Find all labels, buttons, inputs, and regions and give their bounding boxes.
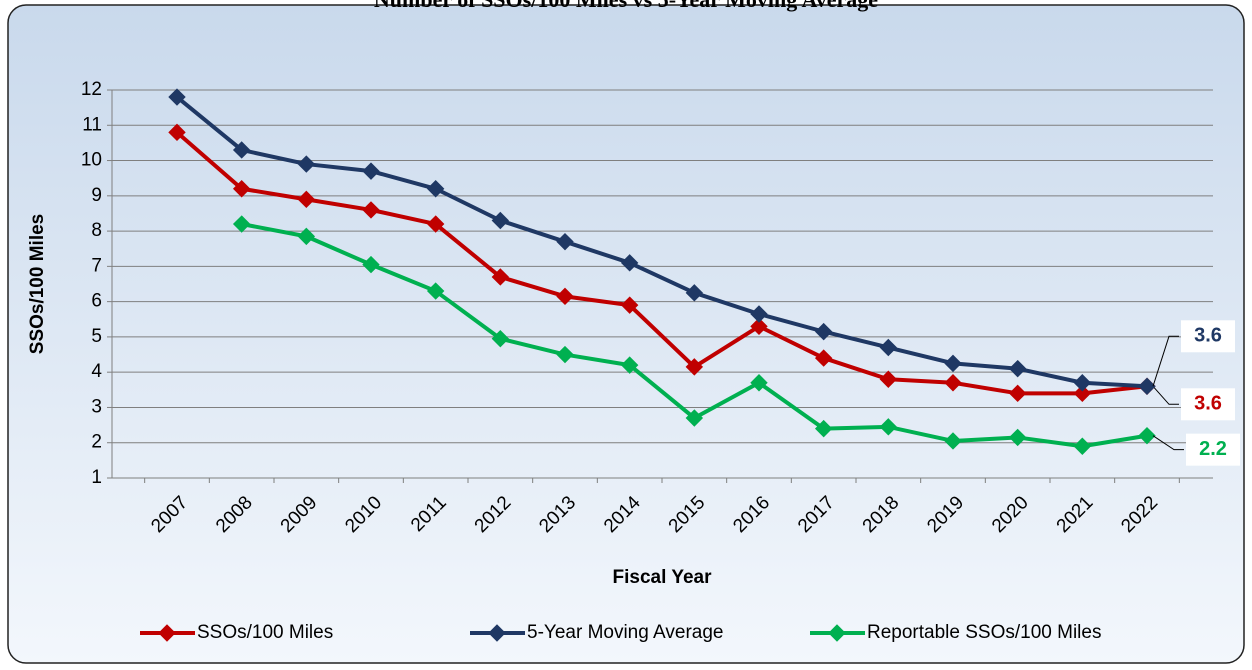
series [168, 123, 1156, 403]
y-tick-label: 6 [91, 291, 102, 312]
marker [362, 255, 380, 274]
chart-title: Number of SSOs/100 Miles vs 5-Year Movin… [374, 0, 878, 12]
marker [168, 123, 186, 142]
marker [556, 345, 574, 364]
marker [232, 180, 251, 198]
y-tick-label: 11 [82, 114, 102, 135]
y-tick-label: 8 [91, 220, 102, 241]
marker [944, 432, 962, 450]
legend-item: 5-Year Moving Average [470, 622, 723, 643]
marker [426, 282, 445, 300]
marker [426, 215, 445, 233]
marker [1138, 426, 1156, 445]
marker [944, 374, 962, 392]
marker [297, 155, 316, 173]
marker [1138, 377, 1156, 395]
y-tick-label: 10 [81, 150, 102, 171]
marker [1073, 384, 1092, 403]
data-label: 3.6 [1194, 325, 1222, 347]
line [175, 130, 1148, 396]
series [232, 215, 1156, 455]
marker [828, 624, 846, 642]
marker [158, 624, 176, 642]
label-box [1181, 320, 1235, 353]
y-tick-label: 9 [91, 185, 102, 206]
marker [1073, 374, 1092, 392]
chart-frame [7, 4, 1245, 664]
marker [620, 296, 639, 314]
y-tick-label: 12 [81, 79, 102, 100]
marker [814, 419, 833, 438]
marker [488, 624, 506, 642]
marker [297, 190, 316, 209]
label-box [1186, 433, 1240, 466]
series [168, 88, 1156, 395]
marker [944, 354, 962, 373]
label-box [1181, 388, 1235, 421]
marker [620, 356, 639, 374]
marker [685, 284, 704, 302]
y-tick-label: 1 [91, 467, 102, 488]
marker [362, 162, 380, 180]
marker [685, 358, 704, 376]
y-tick-label: 4 [91, 361, 102, 382]
marker [1008, 428, 1027, 447]
marker [814, 349, 833, 367]
marker [685, 409, 704, 427]
y-tick-label: 5 [91, 326, 102, 347]
legend-label: Reportable SSOs/100 Miles [867, 622, 1101, 643]
y-axis-title: SSOs/100 Miles [27, 214, 48, 354]
y-tick-label: 3 [91, 396, 102, 417]
line [175, 95, 1148, 389]
legend-label: 5-Year Moving Average [527, 622, 723, 643]
marker [556, 287, 574, 306]
marker [168, 88, 186, 106]
marker [491, 329, 510, 348]
marker [750, 374, 768, 392]
marker [1008, 384, 1027, 403]
marker [1073, 437, 1092, 455]
marker [620, 254, 639, 272]
legend-item: Reportable SSOs/100 Miles [810, 622, 1101, 643]
marker [1008, 359, 1027, 378]
x-axis-title: Fiscal Year [613, 567, 713, 588]
marker [491, 268, 510, 286]
data-label: 3.6 [1194, 393, 1222, 415]
marker [232, 141, 251, 159]
marker [879, 338, 898, 357]
marker [297, 227, 316, 246]
marker [491, 211, 510, 230]
y-tick-label: 7 [91, 255, 102, 276]
marker [232, 215, 251, 233]
leader-line [1152, 335, 1179, 387]
y-tick-label: 2 [91, 432, 102, 453]
data-label: 2.2 [1199, 438, 1227, 460]
marker [426, 180, 445, 198]
legend-label: SSOs/100 Miles [197, 622, 333, 643]
marker [750, 317, 768, 336]
marker [814, 322, 833, 341]
marker [362, 201, 380, 219]
legend-item: SSOs/100 Miles [140, 622, 333, 643]
marker [750, 305, 768, 323]
marker [879, 370, 898, 388]
marker [879, 418, 898, 436]
marker [556, 232, 574, 251]
leader-line [1152, 435, 1184, 451]
leader-line [1152, 385, 1179, 405]
